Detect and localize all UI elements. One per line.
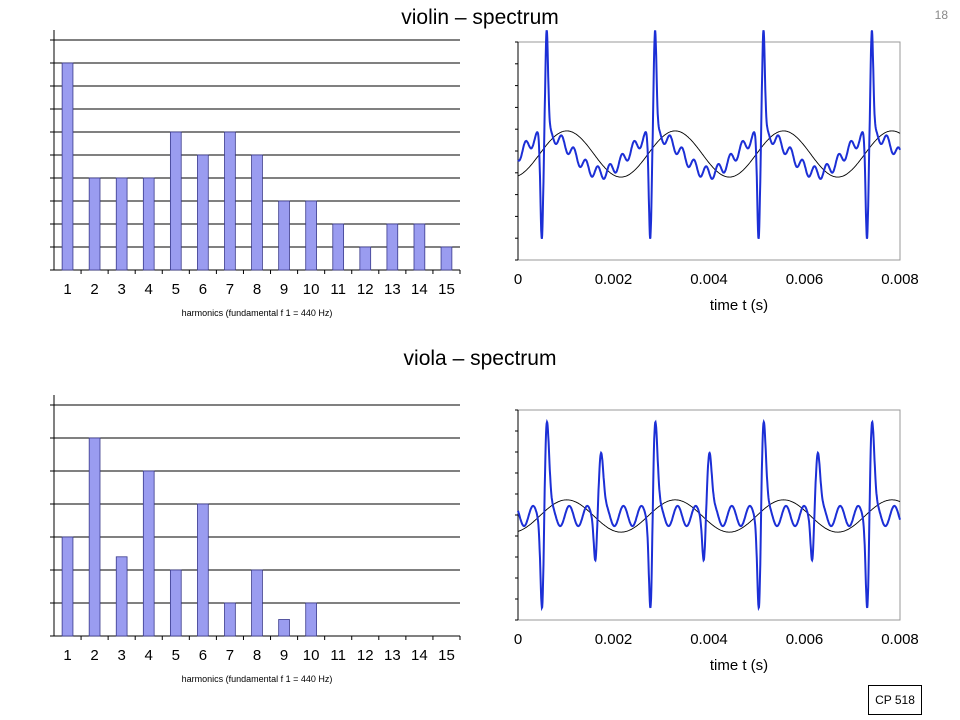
violin-spectrum-title: violin – spectrum	[401, 6, 559, 29]
x-tick-label: 5	[172, 647, 180, 664]
x-tick-label: 0.002	[595, 631, 633, 648]
x-tick-label: 11	[330, 281, 346, 298]
x-tick-label: 12	[357, 281, 374, 298]
x-tick-label: 13	[384, 647, 401, 664]
bar	[251, 154, 263, 271]
x-tick-label: 15	[438, 281, 455, 298]
x-tick-label: 2	[90, 281, 98, 298]
bar	[440, 246, 453, 271]
bar	[61, 62, 74, 271]
x-tick-label: 4	[145, 281, 153, 298]
x-tick-label: 7	[226, 647, 234, 664]
waveform	[517, 418, 901, 612]
reference-sine	[517, 130, 901, 178]
x-tick-label: 5	[172, 281, 180, 298]
x-tick-label: 7	[226, 281, 234, 298]
bar	[88, 177, 101, 271]
x-tick-label: 3	[117, 281, 125, 298]
x-tick-label: 0.004	[690, 271, 728, 288]
bar	[88, 437, 101, 637]
x-tick-label: 6	[199, 281, 207, 298]
bar	[169, 131, 182, 271]
x-tick-label: 0	[514, 631, 522, 648]
x-tick-label: 0.008	[881, 271, 919, 288]
x-tick-label: 4	[145, 647, 153, 664]
x-tick-label: 0.006	[786, 631, 824, 648]
x-tick-label: 10	[303, 281, 320, 298]
x-tick-label: 8	[253, 647, 261, 664]
bar	[359, 246, 372, 271]
bar	[115, 177, 128, 271]
bar	[413, 223, 426, 271]
x-axis-label: harmonics (fundamental f 1 = 440 Hz)	[182, 674, 333, 684]
x-tick-label: 11	[330, 647, 346, 664]
bar	[305, 602, 317, 637]
x-tick-label: 15	[438, 647, 455, 664]
bar	[332, 223, 345, 271]
x-tick-label: 0	[514, 271, 522, 288]
x-axis-label: harmonics (fundamental f 1 = 440 Hz)	[182, 308, 333, 318]
bar	[142, 177, 155, 271]
bar	[278, 619, 290, 637]
x-tick-label: 0.004	[690, 631, 728, 648]
x-tick-label: 0.008	[881, 631, 919, 648]
x-tick-label: 0.006	[786, 271, 824, 288]
course-stamp: CP 518	[868, 685, 922, 715]
bar	[251, 569, 263, 637]
bar	[305, 200, 317, 271]
bar	[197, 154, 209, 271]
page-number: 18	[934, 8, 948, 22]
bar	[115, 556, 128, 637]
waveform	[517, 30, 901, 240]
x-tick-label: 9	[280, 647, 288, 664]
x-tick-label: 14	[411, 281, 428, 298]
x-tick-label: 3	[117, 647, 125, 664]
x-tick-label: 0.002	[595, 271, 633, 288]
bar	[224, 602, 236, 637]
bar	[197, 503, 209, 637]
x-axis-label: time t (s)	[710, 297, 768, 314]
bar	[61, 536, 74, 637]
x-tick-label: 1	[63, 281, 71, 298]
x-tick-label: 8	[253, 281, 261, 298]
bar	[386, 223, 399, 271]
x-tick-label: 13	[384, 281, 401, 298]
x-tick-label: 2	[90, 647, 98, 664]
x-axis-label: time t (s)	[710, 657, 768, 674]
viola-spectrum-title: viola – spectrum	[403, 347, 557, 370]
x-tick-label: 14	[411, 647, 428, 664]
x-tick-label: 12	[357, 647, 374, 664]
x-tick-label: 6	[199, 647, 207, 664]
bar	[278, 200, 290, 271]
bar	[224, 131, 236, 271]
x-tick-label: 1	[63, 647, 71, 664]
x-tick-label: 10	[303, 647, 320, 664]
bar	[169, 569, 182, 637]
plot-frame	[517, 409, 901, 621]
x-tick-label: 9	[280, 281, 288, 298]
bar	[142, 470, 155, 637]
reference-sine	[517, 499, 901, 533]
